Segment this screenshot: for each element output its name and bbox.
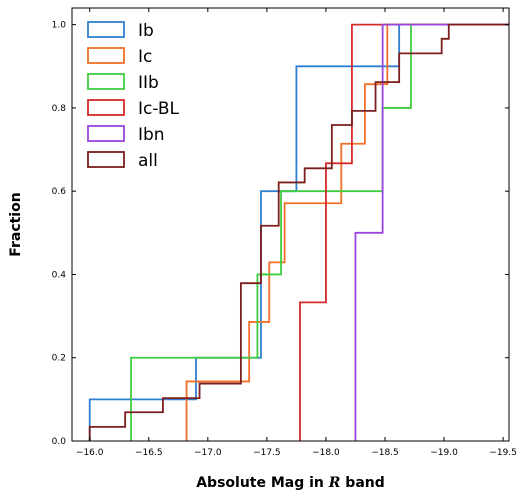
legend-label: Ic-BL bbox=[138, 99, 180, 119]
y-tick-label: 0.6 bbox=[52, 187, 67, 197]
x-axis-title-variable: R bbox=[328, 475, 341, 491]
legend-swatch bbox=[87, 125, 125, 142]
legend-label: Ic bbox=[138, 47, 152, 67]
series-line-all bbox=[88, 23, 509, 441]
x-tick-label: −17.0 bbox=[194, 448, 222, 458]
legend-swatch bbox=[87, 99, 125, 116]
x-tick-label: −16.0 bbox=[76, 448, 104, 458]
legend-swatch bbox=[87, 73, 125, 90]
series-line-ic-bl bbox=[299, 23, 509, 441]
legend-swatch bbox=[87, 21, 125, 38]
plot-frame bbox=[71, 7, 510, 442]
series-line-ib bbox=[88, 23, 509, 441]
y-tick-label: 0.2 bbox=[52, 354, 66, 364]
x-tick-label: −18.5 bbox=[371, 448, 399, 458]
ticks-layer: −16.0 −16.5 −17.0 −17.5 −18.0 −18.5 −19.0 −19.5… bbox=[52, 8, 517, 458]
x-axis-title-suffix: band bbox=[340, 475, 384, 491]
y-axis-title: Fraction bbox=[8, 192, 24, 256]
legend-swatch bbox=[87, 151, 125, 168]
y-tick-label: 0.0 bbox=[52, 437, 67, 447]
y-tick-label: 0.4 bbox=[52, 270, 67, 280]
x-axis-title: Absolute Mag in R band bbox=[196, 475, 385, 491]
legend-swatch bbox=[87, 47, 125, 64]
x-tick-label: −17.5 bbox=[253, 448, 281, 458]
legend-label: Ibn bbox=[138, 125, 165, 145]
legend: Ib Ic IIb Ic-BL Ibn all bbox=[87, 21, 180, 171]
x-tick-label: −19.5 bbox=[489, 448, 517, 458]
x-axis-title-text: Absolute Mag in bbox=[196, 475, 329, 491]
y-tick-label: 0.8 bbox=[52, 104, 67, 114]
legend-label: Ib bbox=[138, 21, 154, 41]
series-line-ic bbox=[185, 23, 509, 441]
x-tick-label: −18.0 bbox=[312, 448, 340, 458]
y-tick-label: 1.0 bbox=[52, 21, 67, 31]
legend-label: all bbox=[138, 151, 158, 171]
series-line-ibn bbox=[354, 23, 509, 441]
legend-label: IIb bbox=[138, 73, 159, 93]
series-layer bbox=[88, 23, 509, 441]
x-tick-label: −16.5 bbox=[135, 448, 163, 458]
series-line-iib bbox=[130, 23, 509, 441]
x-tick-label: −19.0 bbox=[430, 448, 458, 458]
